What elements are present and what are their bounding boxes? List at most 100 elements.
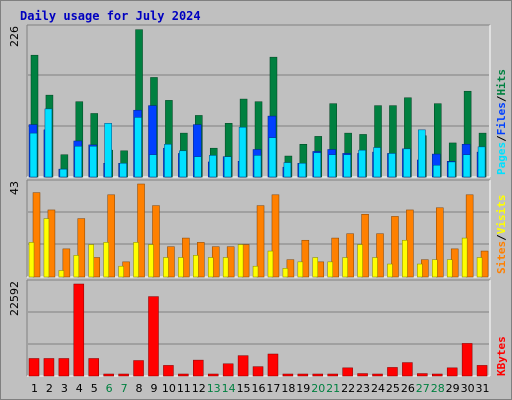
bar-kbytes	[222, 363, 234, 377]
legend-entry: /	[495, 95, 508, 102]
bar-kbytes	[148, 296, 159, 377]
bar-visits	[387, 263, 393, 278]
bar-kbytes	[432, 373, 443, 377]
bar-pages	[238, 126, 247, 178]
bar-sites	[62, 248, 71, 278]
bar-visits	[372, 257, 378, 278]
bar-kbytes	[178, 373, 189, 377]
legend-text: Pages/Files/Hits	[495, 69, 508, 175]
x-tick-label: 18	[281, 382, 295, 395]
bar-kbytes	[387, 367, 398, 377]
x-tick-label: 31	[476, 382, 490, 395]
panel-2: 43	[8, 179, 491, 278]
bar-pages	[477, 146, 486, 178]
bar-visits	[252, 265, 259, 278]
bar-kbytes	[461, 343, 473, 377]
bar-kbytes	[58, 358, 70, 377]
x-tick-label: 10	[162, 382, 176, 395]
bar-visits	[432, 259, 438, 278]
x-tick-label: 19	[296, 382, 310, 395]
bar-kbytes	[28, 358, 40, 377]
legend-kbytes: KBytes	[495, 336, 508, 376]
bar-pages	[283, 162, 292, 178]
legend-entry: Visits	[495, 195, 508, 235]
legend-entry: /	[495, 234, 508, 241]
x-tick-label: 25	[386, 382, 400, 395]
bar-sites	[346, 233, 354, 278]
bar-visits	[476, 257, 483, 278]
panel-background	[27, 280, 490, 376]
bar-kbytes	[103, 373, 114, 377]
x-tick-label: 1	[31, 382, 38, 395]
bar-visits	[118, 265, 124, 278]
bar-pages	[403, 148, 411, 178]
bar-visits	[282, 268, 289, 278]
y-max-label: 43	[8, 181, 21, 195]
legend-text: Sites/Visits	[495, 195, 508, 275]
bar-pages	[104, 123, 112, 178]
bar-kbytes	[267, 353, 279, 377]
bar-visits	[133, 242, 139, 278]
panel-3: 22592	[8, 279, 491, 377]
x-tick-label: 29	[446, 382, 460, 395]
legend-entry: Sites	[495, 241, 508, 274]
bar-kbytes	[163, 365, 174, 377]
x-tick-label: 7	[121, 382, 128, 395]
bar-visits	[402, 239, 408, 278]
bar-kbytes	[133, 360, 144, 377]
bar-pages	[29, 132, 38, 178]
legend-entry: Files	[495, 102, 508, 135]
bar-kbytes	[88, 358, 99, 377]
bar-pages	[433, 164, 441, 178]
x-axis-ticks: 1 2 3 4 5 6 7 8 9 10 11 12 13 14 15 16 17 18 19 20 21 22 23 24 2…	[31, 382, 490, 395]
x-tick-label: 15	[237, 382, 251, 395]
x-tick-label: 28	[431, 382, 445, 395]
bar-sites	[391, 216, 399, 278]
bar-visits	[342, 257, 348, 278]
bar-kbytes	[193, 359, 204, 377]
bar-kbytes	[118, 373, 129, 377]
bar-visits	[163, 257, 169, 278]
bar-kbytes	[73, 283, 85, 377]
legend-entry: /	[495, 135, 508, 142]
bar-sites	[77, 218, 86, 278]
bar-pages	[223, 156, 232, 178]
x-tick-label: 3	[61, 382, 68, 395]
bar-pages	[462, 154, 471, 178]
bar-pages	[253, 155, 262, 178]
x-tick-label: 30	[461, 382, 475, 395]
bar-visits	[461, 237, 468, 278]
y-max-label: 22592	[8, 281, 21, 316]
x-tick-label: 20	[311, 382, 325, 395]
bar-pages	[388, 153, 396, 178]
bar-kbytes	[417, 373, 428, 377]
x-tick-label: 22	[341, 382, 355, 395]
bar-kbytes	[297, 373, 309, 377]
legend-entry: Pages	[495, 142, 508, 175]
x-tick-label: 6	[106, 382, 113, 395]
x-tick-label: 9	[150, 382, 157, 395]
bar-kbytes	[252, 366, 264, 377]
bar-visits	[148, 244, 154, 278]
bar-sites	[331, 237, 339, 278]
bar-visits	[43, 218, 50, 278]
bar-pages	[343, 154, 351, 178]
legend-entry: Hits	[495, 69, 508, 96]
bar-pages	[373, 147, 381, 178]
bar-visits	[58, 270, 65, 278]
x-tick-label: 11	[177, 382, 191, 395]
x-tick-label: 5	[91, 382, 98, 395]
bar-visits	[207, 257, 214, 278]
bar-pages	[59, 168, 68, 178]
bar-kbytes	[237, 355, 249, 377]
bar-sites	[32, 192, 41, 278]
bar-visits	[327, 261, 333, 278]
panel-1: 226	[8, 24, 491, 178]
bar-pages	[298, 162, 307, 178]
x-tick-label: 24	[371, 382, 385, 395]
bar-pages	[268, 137, 277, 178]
bar-sites	[436, 207, 444, 278]
chart-title: Daily usage for July 2024	[20, 9, 201, 23]
x-tick-label: 17	[266, 382, 280, 395]
